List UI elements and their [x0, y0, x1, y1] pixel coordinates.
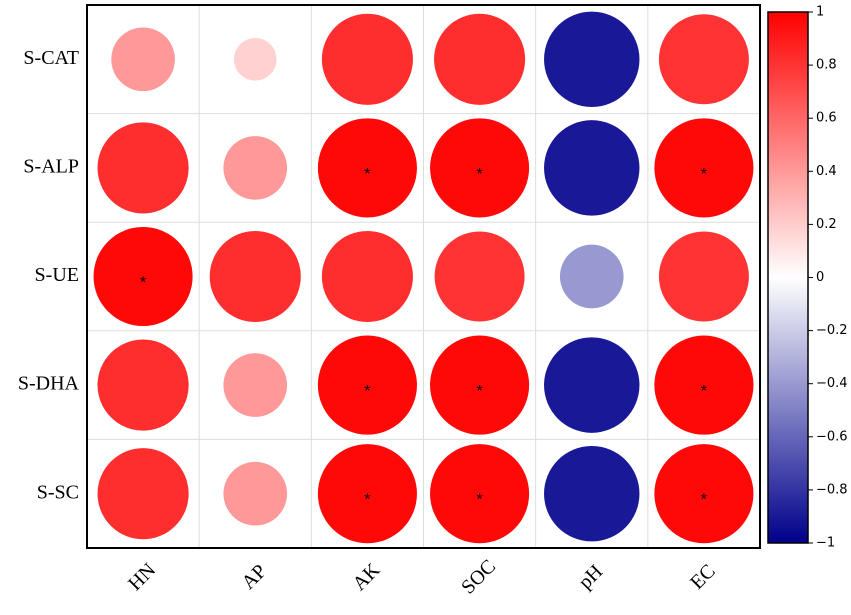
significance-star: * [701, 492, 707, 509]
x-tick-label: SOC [457, 555, 500, 598]
correlation-circle [544, 337, 640, 433]
correlation-circle [654, 118, 754, 218]
correlation-circle [321, 13, 413, 105]
correlation-circle [654, 444, 754, 544]
y-tick-label: S-ALP [23, 155, 79, 177]
correlation-circle [97, 448, 189, 540]
correlation-circle [430, 444, 530, 544]
colorbar-tick-label: −0.2 [816, 323, 848, 338]
correlation-circle [544, 11, 640, 108]
correlation-circle [209, 230, 301, 323]
correlation-circle [317, 335, 417, 435]
significance-star: * [364, 383, 370, 400]
correlation-circle [430, 118, 530, 218]
correlation-circle [223, 353, 288, 417]
colorbar-tick-label: −0.8 [816, 482, 848, 497]
colorbar-tick-label: 0.8 [816, 58, 837, 73]
x-tick-label: EC [686, 560, 720, 594]
correlation-circle [97, 122, 189, 214]
correlation-circle [223, 136, 288, 200]
significance-star: * [476, 383, 482, 400]
colorbar-tick-label: 1 [816, 5, 824, 20]
significance-star: * [701, 166, 707, 183]
correlation-circle [430, 335, 530, 435]
colorbar-tick-label: 0.4 [816, 164, 837, 179]
x-tick-label: AK [348, 559, 384, 595]
y-tick-label: S-UE [35, 264, 79, 286]
correlation-circle [658, 231, 749, 322]
significance-star: * [701, 383, 707, 400]
correlation-circle [111, 27, 175, 92]
x-tick-label: pH [574, 561, 607, 594]
correlation-circle [658, 14, 749, 105]
significance-star: * [476, 492, 482, 509]
correlation-circle [93, 226, 193, 327]
colorbar-tick-label: 0.6 [816, 111, 837, 126]
correlation-circle [544, 445, 640, 542]
correlation-circle [559, 244, 624, 309]
y-tick-label: S-SC [37, 481, 79, 503]
colorbar-tick-label: 0.2 [816, 217, 837, 232]
correlation-circle [97, 339, 189, 431]
y-tick-label: S-DHA [18, 373, 80, 395]
correlation-circle [223, 461, 288, 526]
correlation-circle [434, 13, 526, 105]
x-tick-label: HN [124, 559, 160, 595]
correlation-circle [317, 118, 417, 218]
significance-star: * [364, 492, 370, 509]
colorbar [767, 11, 809, 544]
y-tick-label: S-CAT [23, 47, 79, 69]
correlation-circle [434, 231, 525, 322]
correlation-circle [654, 335, 754, 435]
colorbar-tick-label: −0.4 [816, 376, 848, 391]
colorbar-tick-label: 0 [816, 270, 824, 285]
correlation-circle [321, 230, 413, 323]
correlation-circle [544, 120, 640, 216]
correlation-circle [317, 444, 417, 544]
plot-frame [86, 4, 761, 549]
colorbar-tick-label: −1 [816, 536, 835, 551]
correlation-circle [233, 37, 277, 81]
significance-star: * [364, 166, 370, 183]
significance-star: * [140, 275, 146, 292]
x-tick-label: AP [237, 560, 271, 594]
colorbar-tick-label: −0.6 [816, 429, 848, 444]
significance-star: * [476, 166, 482, 183]
